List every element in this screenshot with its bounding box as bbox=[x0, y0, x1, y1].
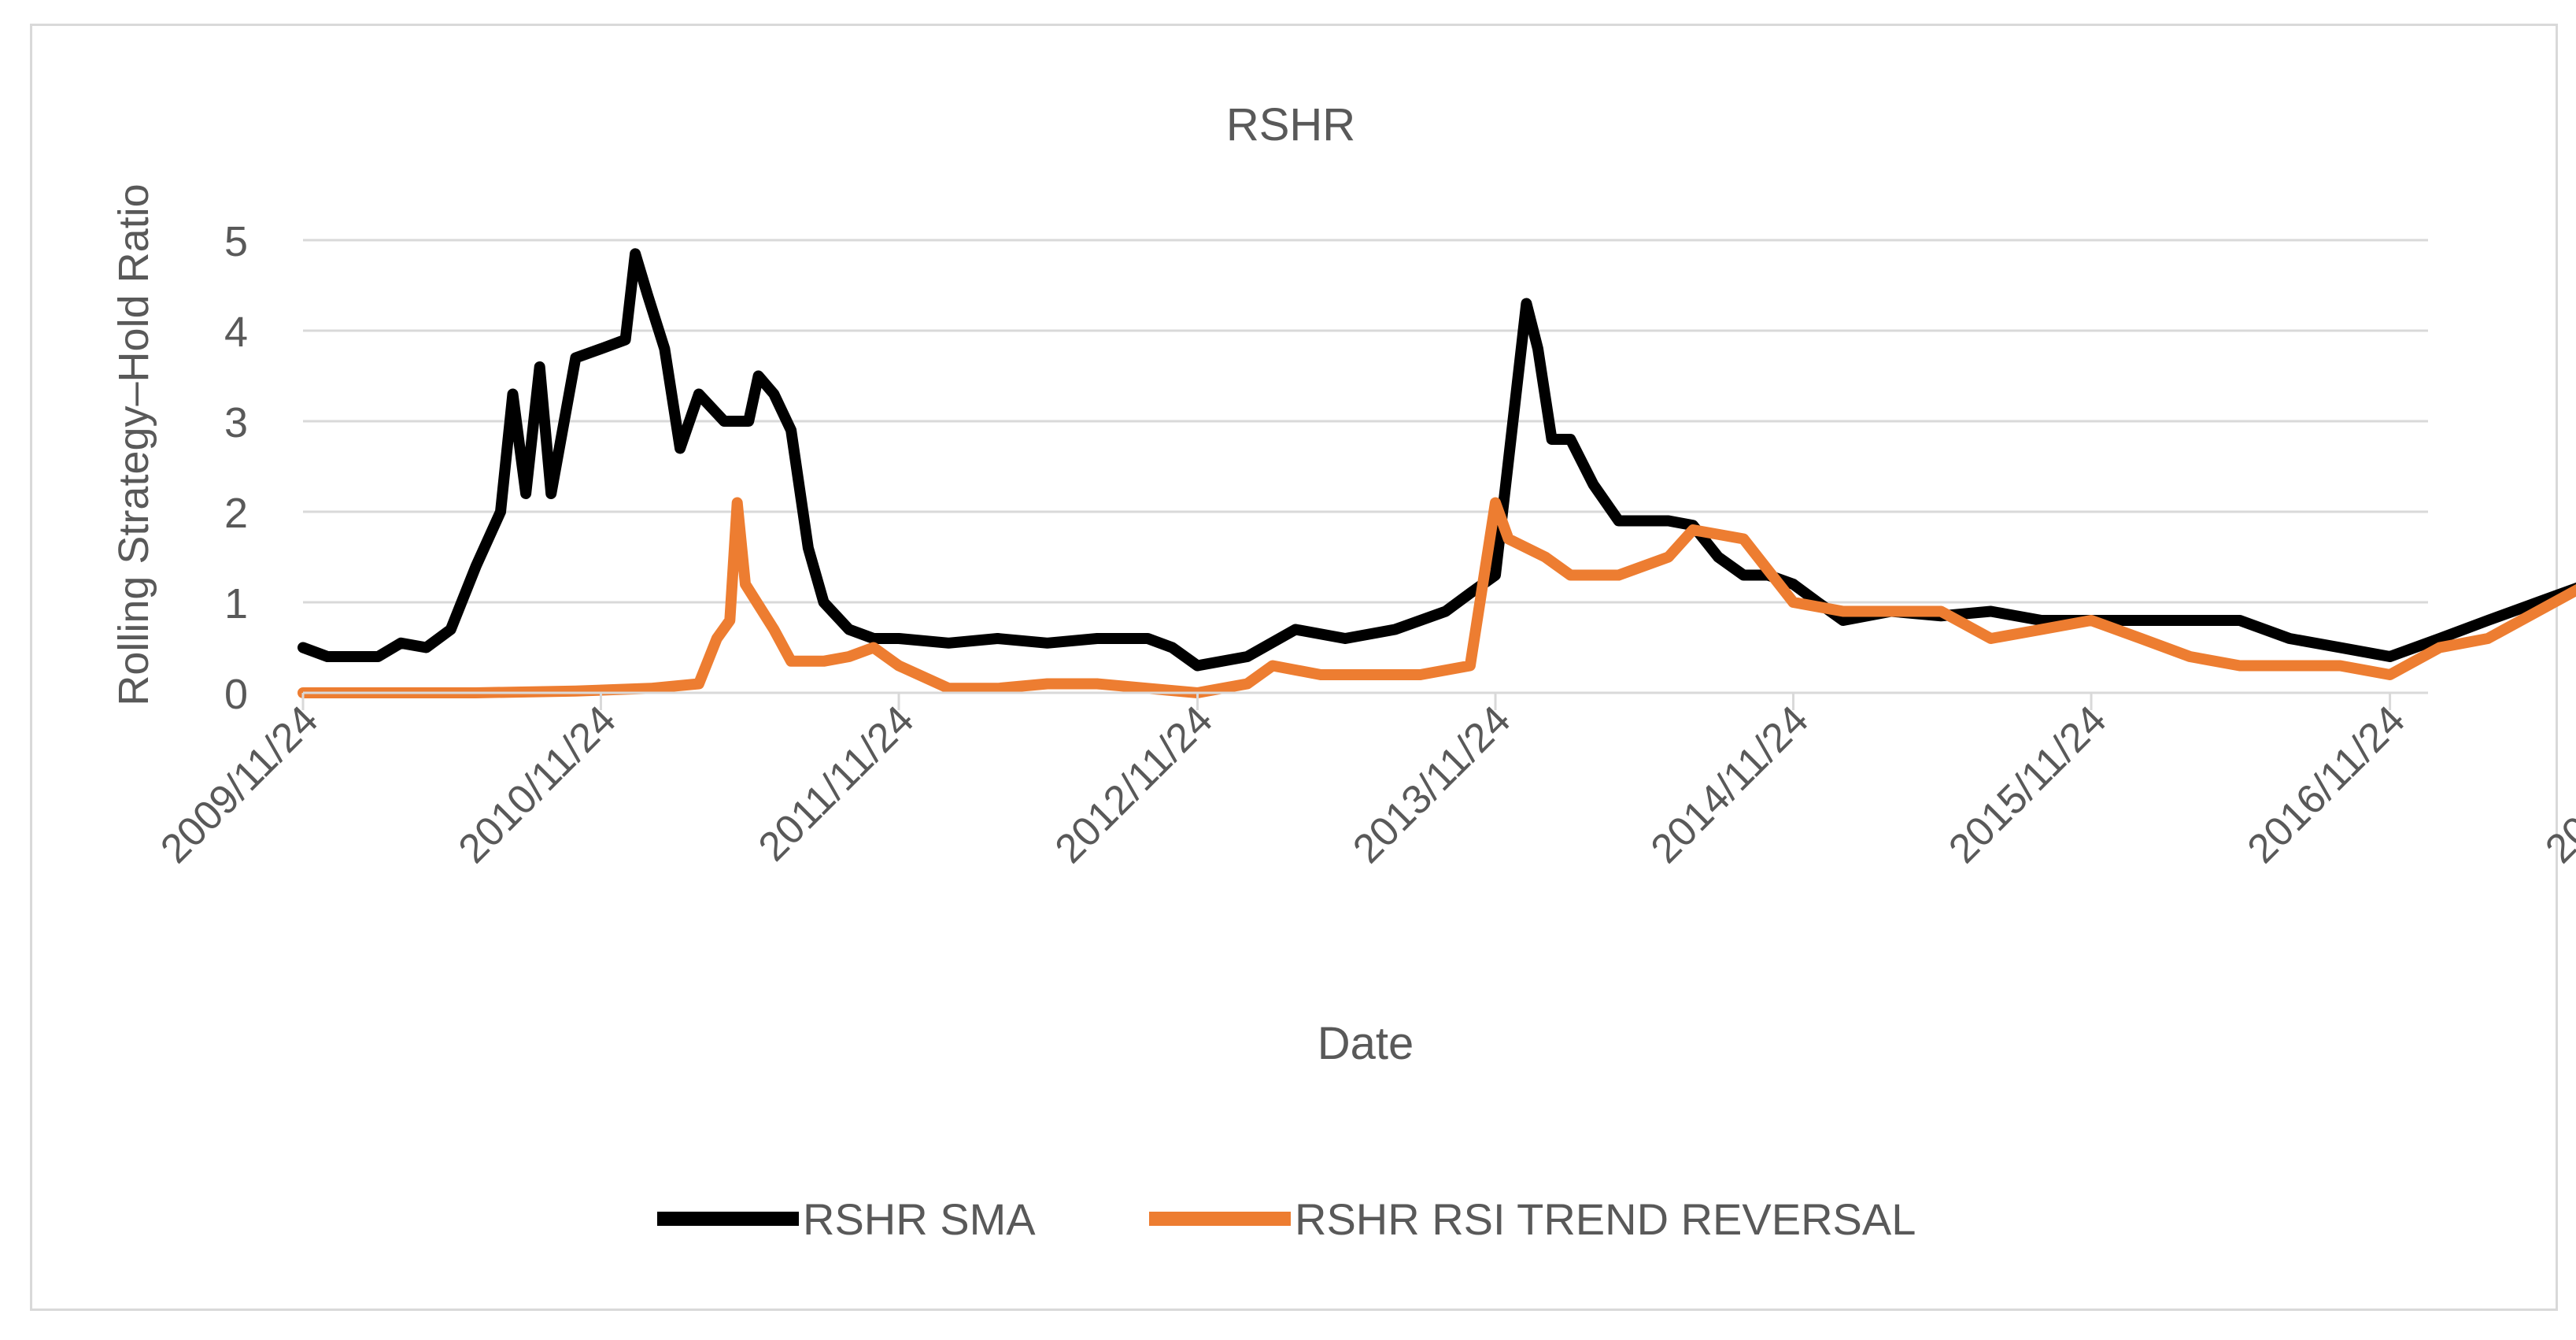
x-tick-label: 2010/11/24 bbox=[450, 697, 625, 872]
y-tick-label: 5 bbox=[224, 218, 248, 265]
y-tick-label: 0 bbox=[224, 671, 248, 718]
x-tick-label: 2009/11/24 bbox=[152, 697, 327, 872]
x-tick-label: 2011/11/24 bbox=[750, 697, 923, 870]
y-tick-label: 1 bbox=[224, 580, 248, 627]
x-tick-label: 2014/11/24 bbox=[1643, 697, 1817, 872]
axes: 0 1 2 3 4 5 2009/11/24 2010/11/24 2011/11/24 2012… bbox=[152, 218, 2576, 872]
gridlines bbox=[303, 239, 2428, 604]
series-lines bbox=[298, 248, 2576, 698]
legend: RSHR SMA RSHR RSI TREND REVERSAL bbox=[657, 1194, 1916, 1244]
x-tick-label: 2015/11/24 bbox=[1940, 697, 2115, 872]
series-line-0 bbox=[298, 248, 2576, 672]
y-tick-label: 4 bbox=[224, 309, 248, 356]
x-tick-label: 2016/11/24 bbox=[2239, 697, 2414, 872]
y-axis-title: Rolling Strategy–Hold Ratio bbox=[110, 183, 157, 705]
y-tick-label: 3 bbox=[224, 399, 248, 446]
series-line-1 bbox=[298, 497, 2576, 698]
x-tick-label: 2012/11/24 bbox=[1047, 697, 1221, 872]
x-tick-label: 2017/11/24 bbox=[2537, 697, 2576, 872]
legend-label-1: RSHR RSI TREND REVERSAL bbox=[1295, 1194, 1916, 1244]
x-tick-label: 2013/11/24 bbox=[1344, 697, 1519, 872]
y-tick-label: 2 bbox=[224, 490, 248, 537]
chart-title: RSHR bbox=[1226, 99, 1355, 150]
legend-label-0: RSHR SMA bbox=[803, 1194, 1036, 1244]
x-axis-title: Date bbox=[1318, 1018, 1414, 1069]
